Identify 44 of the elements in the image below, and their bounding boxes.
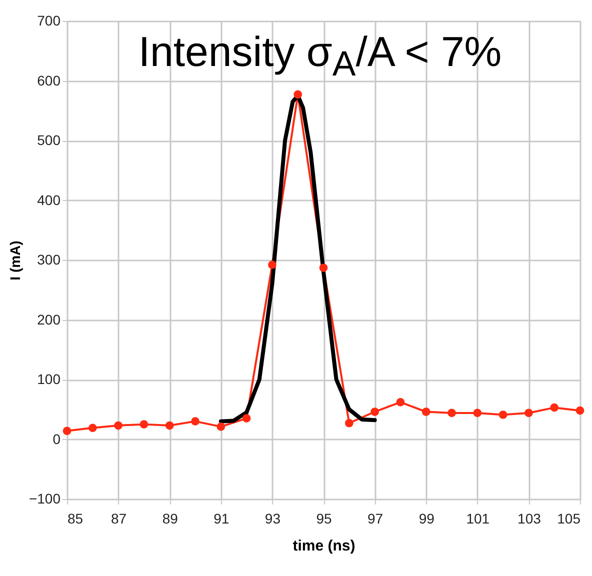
y-tick-label: 700 (37, 12, 61, 28)
point (62, 426, 72, 436)
point (550, 403, 559, 412)
y-tick-label: 0 (52, 430, 61, 447)
y-tick-label: 400 (37, 192, 61, 208)
point (396, 398, 405, 406)
point (448, 408, 456, 418)
point (242, 414, 251, 423)
point (473, 408, 482, 418)
x-tick-label: 85 (68, 510, 84, 526)
point (216, 422, 226, 431)
point (165, 421, 174, 430)
point (524, 408, 533, 418)
y-tick-label: 600 (37, 72, 61, 88)
x-tick-label: 101 (466, 510, 490, 526)
point (114, 421, 122, 430)
y-tick-label: 200 (37, 311, 61, 328)
point (191, 417, 200, 426)
x-tick-label: 97 (368, 510, 384, 526)
point (140, 420, 148, 428)
point (268, 260, 276, 269)
y-tick-label: 500 (37, 132, 61, 148)
y-tick-label: 100 (37, 371, 61, 387)
x-tick-label: 91 (214, 510, 230, 526)
y-tick-label: 300 (37, 252, 61, 268)
x-tick-label: 93 (264, 510, 281, 526)
x-tick-label: 99 (418, 510, 435, 526)
y-axis-title: I (mA) (6, 240, 23, 280)
x-tick-label: 89 (162, 510, 178, 526)
point (294, 90, 302, 99)
point (370, 408, 379, 416)
point (422, 408, 430, 416)
x-tick-label: 105 (557, 510, 581, 526)
point (344, 418, 354, 428)
x-tick-label: 103 (518, 510, 542, 526)
x-tick-label: 95 (316, 510, 332, 526)
point (576, 406, 584, 415)
point (498, 410, 508, 419)
chart-title: Intensity σ$_{A}$/A < 7% (137, 28, 503, 84)
point (319, 264, 328, 272)
x-tick-label: 87 (111, 510, 127, 526)
y-tick-label: −100 (28, 490, 61, 506)
point (88, 424, 97, 432)
x-axis-title: time (ns) (292, 538, 356, 554)
